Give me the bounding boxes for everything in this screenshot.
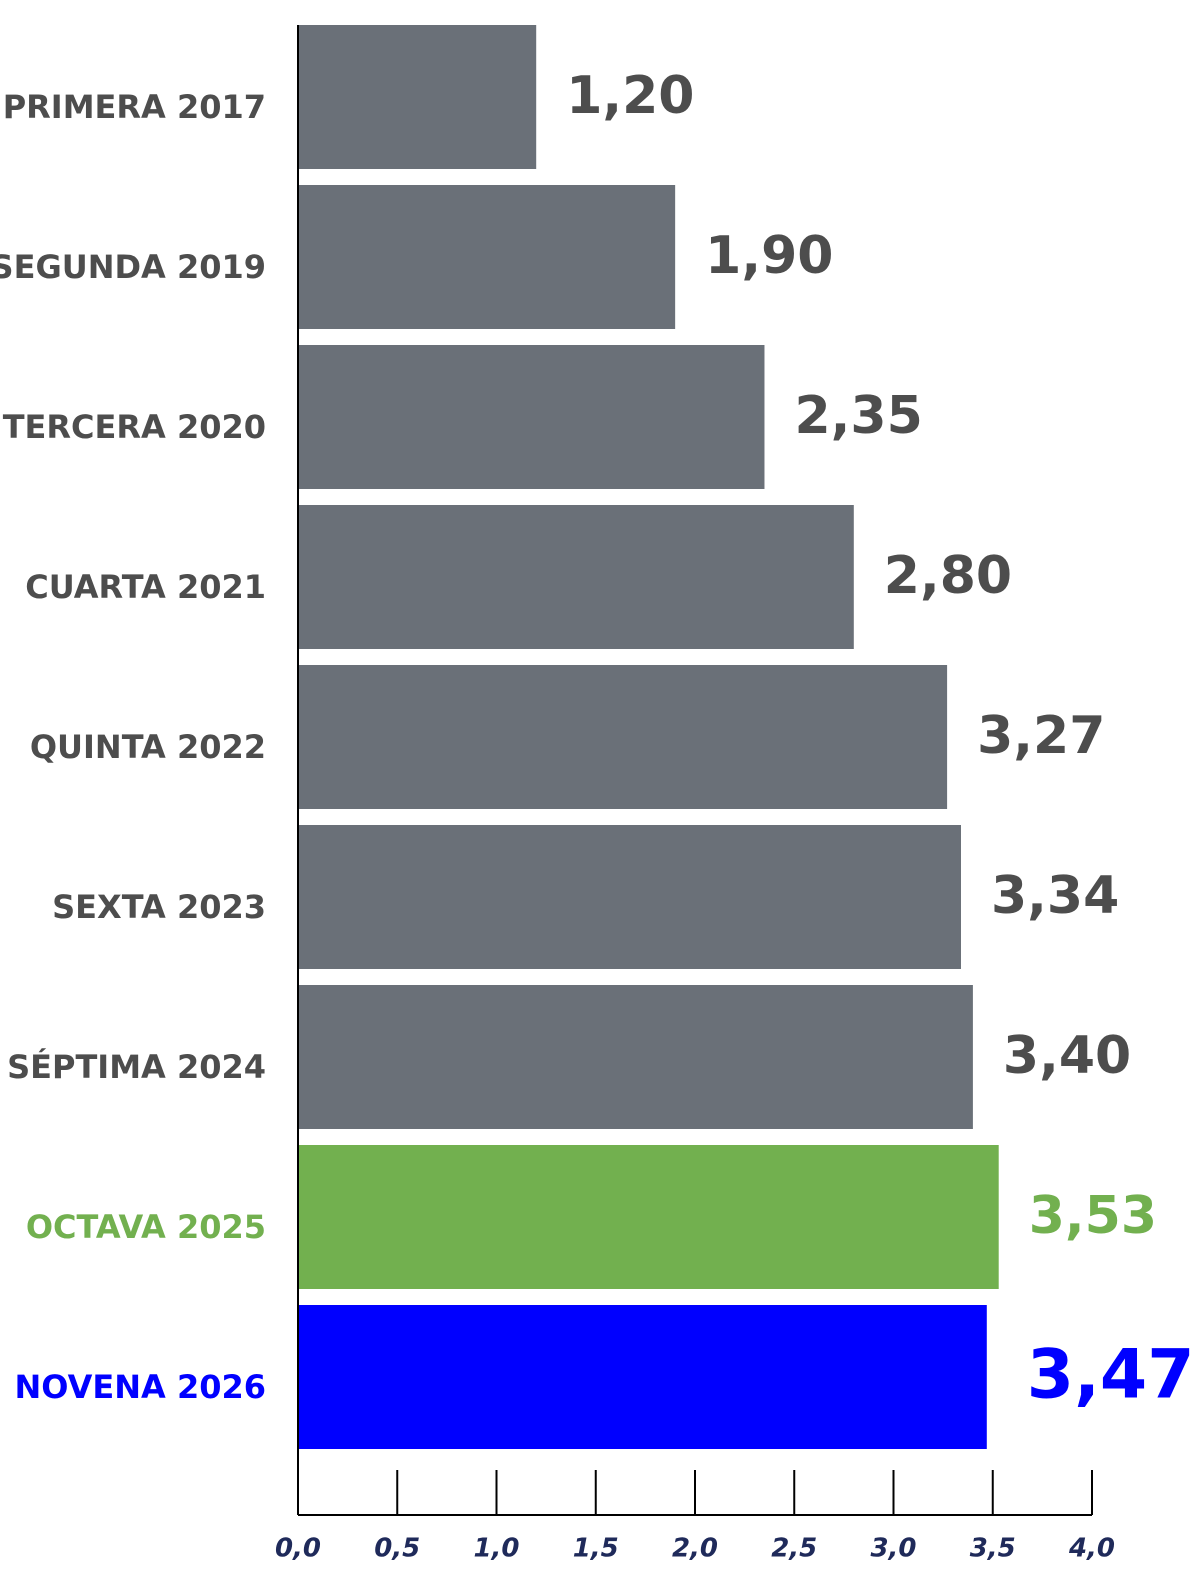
- x-tick-label: 1,5: [573, 1534, 619, 1564]
- value-label: 2,80: [884, 546, 1012, 606]
- bar: [298, 505, 854, 649]
- bar: [298, 1305, 987, 1449]
- x-tick-label: 0,0: [275, 1534, 321, 1564]
- value-label: 3,27: [977, 706, 1105, 766]
- category-label: TERCERA 2020: [3, 408, 266, 446]
- category-label: NOVENA 2026: [15, 1368, 267, 1406]
- x-tick-label: 2,0: [672, 1534, 718, 1564]
- value-label: 1,90: [705, 226, 833, 286]
- x-tick-label: 2,5: [771, 1534, 817, 1564]
- category-label: CUARTA 2021: [25, 568, 266, 606]
- value-label: 3,40: [1003, 1026, 1131, 1086]
- category-label: SÉPTIMA 2024: [7, 1048, 266, 1086]
- x-tick-label: 4,0: [1068, 1534, 1115, 1564]
- bar: [298, 25, 537, 169]
- x-tick-label: 1,0: [473, 1534, 519, 1564]
- value-label: 3,47: [1027, 1336, 1191, 1415]
- category-label: SEXTA 2023: [52, 888, 266, 926]
- bar: [298, 665, 948, 809]
- category-label: QUINTA 2022: [30, 728, 266, 766]
- bar: [298, 985, 973, 1129]
- value-label: 1,20: [566, 66, 694, 126]
- bar: [298, 825, 961, 969]
- bar: [298, 185, 676, 329]
- value-label: 3,34: [991, 866, 1119, 926]
- x-tick-label: 3,5: [970, 1534, 1016, 1564]
- x-tick-label: 0,5: [374, 1534, 420, 1564]
- bar: [298, 345, 765, 489]
- value-label: 3,53: [1029, 1186, 1157, 1246]
- category-label: OCTAVA 2025: [26, 1208, 266, 1246]
- value-label: 2,35: [794, 386, 922, 446]
- bar: [298, 1145, 999, 1289]
- x-tick-label: 3,0: [870, 1534, 916, 1564]
- category-label: PRIMERA 2017: [3, 88, 266, 126]
- category-label: SEGUNDA 2019: [0, 248, 266, 286]
